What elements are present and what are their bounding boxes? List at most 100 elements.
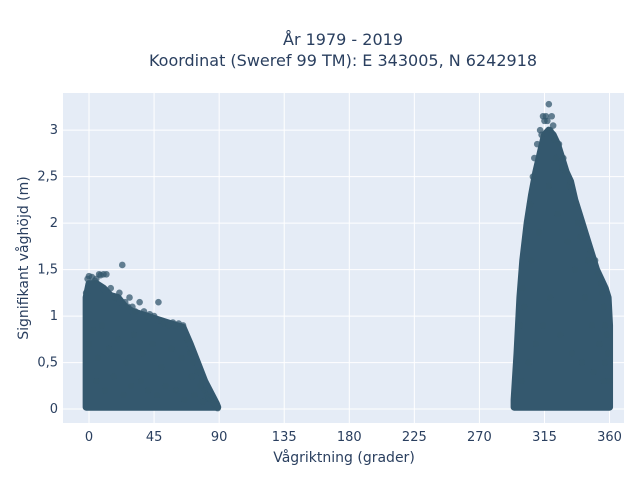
scatter-point bbox=[599, 289, 606, 297]
scatter-point bbox=[601, 322, 609, 329]
x-tick-label: 360 bbox=[597, 430, 622, 445]
scatter-point bbox=[562, 168, 570, 176]
scatter-point bbox=[189, 359, 197, 366]
scatter-point bbox=[555, 140, 563, 148]
scatter-point bbox=[520, 303, 528, 311]
scatter-point bbox=[594, 270, 602, 278]
scatter-point bbox=[162, 382, 169, 390]
scatter-point bbox=[572, 201, 580, 208]
scatter-point bbox=[149, 340, 156, 348]
scatter-point bbox=[584, 257, 592, 264]
scatter-point bbox=[191, 391, 198, 399]
scatter-point bbox=[513, 368, 521, 376]
scatter-point bbox=[130, 331, 138, 338]
scatter-point bbox=[574, 219, 582, 227]
x-tick-label: 180 bbox=[337, 430, 362, 445]
scatter-point bbox=[568, 349, 576, 357]
scatter-point bbox=[538, 131, 545, 139]
scatter-point bbox=[546, 294, 554, 301]
scatter-point bbox=[155, 298, 162, 306]
scatter-point bbox=[186, 349, 194, 357]
scatter-point bbox=[522, 238, 529, 246]
scatter-point bbox=[600, 303, 608, 311]
scatter-point bbox=[557, 331, 564, 338]
scatter-point bbox=[105, 345, 113, 352]
chart-title: År 1979 - 2019 bbox=[283, 30, 403, 49]
scatter-point bbox=[153, 391, 161, 399]
scatter-point bbox=[94, 354, 102, 362]
scatter-point bbox=[172, 387, 180, 394]
scatter-point bbox=[587, 247, 595, 255]
x-tick-label: 45 bbox=[146, 430, 163, 445]
scatter-point bbox=[126, 294, 133, 301]
scatter-point bbox=[181, 396, 188, 404]
y-tick-label: 1 bbox=[50, 309, 58, 324]
scatter-point bbox=[118, 261, 126, 269]
scatter-point bbox=[137, 377, 145, 385]
scatter-point bbox=[590, 368, 597, 376]
scatter-point bbox=[158, 363, 165, 371]
scatter-point bbox=[531, 154, 538, 162]
scatter-point bbox=[111, 294, 119, 301]
x-tick-label: 225 bbox=[402, 430, 427, 445]
scatter-point bbox=[518, 377, 525, 385]
scatter-point bbox=[178, 354, 185, 362]
y-axis-ticks: 0 0,5 1 1,5 2 2,5 3 bbox=[37, 123, 58, 417]
scatter-point bbox=[545, 100, 553, 108]
scatter-point bbox=[554, 210, 561, 218]
scatter-point bbox=[600, 377, 608, 385]
scatter-point bbox=[545, 182, 553, 190]
scatter-points bbox=[82, 100, 613, 412]
scatter-point bbox=[184, 336, 191, 343]
scatter-point bbox=[82, 289, 90, 297]
scatter-point bbox=[552, 154, 560, 162]
scatter-point bbox=[558, 164, 566, 171]
scatter-point bbox=[85, 340, 93, 348]
scatter-point bbox=[150, 312, 158, 320]
scatter-point bbox=[127, 382, 135, 390]
scatter-point bbox=[136, 298, 143, 306]
scatter-point bbox=[101, 387, 109, 394]
scatter-point bbox=[525, 359, 532, 366]
scatter-point bbox=[194, 368, 201, 376]
y-tick-label: 2,5 bbox=[37, 170, 58, 185]
scatter-point bbox=[528, 257, 535, 264]
scatter-point bbox=[532, 340, 540, 348]
scatter-point bbox=[123, 359, 130, 366]
scatter-point bbox=[544, 117, 551, 125]
y-tick-label: 0 bbox=[50, 402, 58, 417]
scatter-point bbox=[205, 394, 213, 402]
x-tick-label: 90 bbox=[211, 430, 228, 445]
scatter-point bbox=[110, 373, 117, 380]
y-tick-label: 0,5 bbox=[37, 356, 58, 371]
scatter-point bbox=[526, 201, 534, 208]
scatter-point bbox=[188, 373, 195, 380]
scatter-point bbox=[179, 322, 187, 329]
scatter-point bbox=[551, 136, 558, 143]
scatter-point bbox=[92, 377, 100, 385]
scatter-point bbox=[578, 359, 586, 366]
y-tick-label: 3 bbox=[50, 123, 58, 138]
scatter-point bbox=[145, 387, 152, 394]
scatter-point bbox=[535, 229, 542, 236]
x-tick-label: 315 bbox=[532, 430, 557, 445]
scatter-point bbox=[516, 322, 524, 329]
scatter-point bbox=[588, 322, 596, 329]
scatter-point bbox=[580, 229, 587, 236]
y-tick-label: 1,5 bbox=[37, 263, 58, 278]
scatter-point bbox=[581, 294, 589, 301]
x-tick-label: 0 bbox=[85, 430, 93, 445]
scatter-point bbox=[549, 122, 557, 129]
x-axis-title: Vågriktning (grader) bbox=[273, 449, 415, 466]
scatter-point bbox=[197, 382, 204, 390]
scatter-point bbox=[98, 322, 106, 329]
x-tick-label: 270 bbox=[467, 430, 492, 445]
scatter-point bbox=[567, 178, 574, 185]
scatter-point bbox=[606, 377, 613, 385]
scatter-point bbox=[211, 401, 219, 408]
scatter-point bbox=[570, 191, 577, 199]
scatter-point bbox=[604, 349, 612, 357]
x-axis-ticks: 0 45 90 135 180 225 270 315 360 bbox=[85, 430, 622, 445]
scatter-point bbox=[168, 345, 175, 352]
scatter-point bbox=[116, 289, 123, 297]
